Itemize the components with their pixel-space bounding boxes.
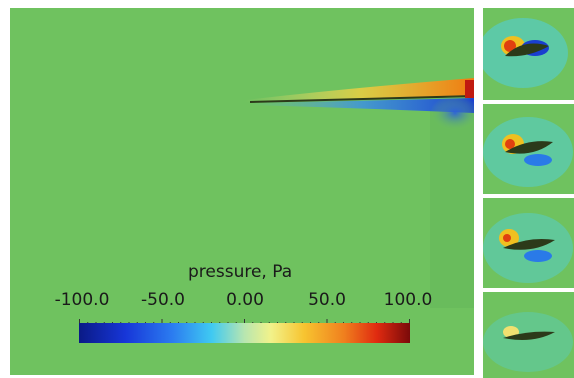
airfoil-frame-4 xyxy=(483,292,574,378)
airfoil-trailing-edge xyxy=(249,95,474,103)
airfoil-frame-2 xyxy=(483,104,574,194)
legend-tick-label: -50.0 xyxy=(141,290,185,310)
legend-tick-label: 0.00 xyxy=(226,290,264,310)
wake-low-pressure xyxy=(250,98,474,113)
airfoil-frame-3 xyxy=(483,198,574,288)
legend-tick-label: 50.0 xyxy=(308,290,346,310)
main-pressure-field-view xyxy=(10,8,474,375)
legend-title: pressure, Pa xyxy=(188,262,293,282)
airfoil-frame-1 xyxy=(483,8,574,100)
legend-tick-label: -100.0 xyxy=(54,290,110,310)
field-background xyxy=(10,8,474,375)
pressure-colorbar xyxy=(79,323,410,343)
legend-tick-label: 100.0 xyxy=(383,290,433,310)
wake-high-pressure xyxy=(245,78,474,102)
